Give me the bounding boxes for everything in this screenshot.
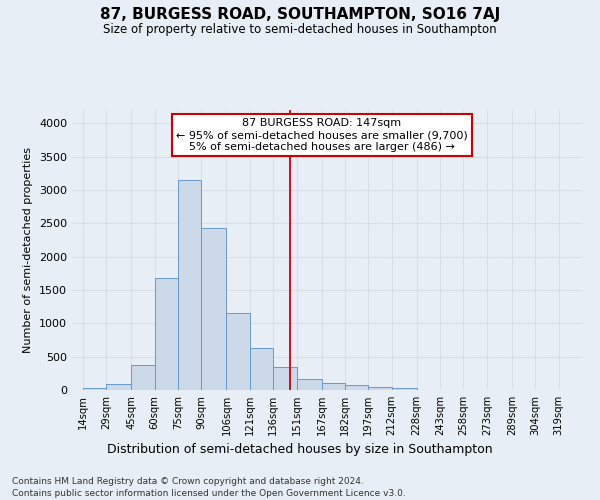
Bar <box>250 348 273 390</box>
Text: 87 BURGESS ROAD: 147sqm
← 95% of semi-detached houses are smaller (9,700)
5% of : 87 BURGESS ROAD: 147sqm ← 95% of semi-de… <box>176 118 468 152</box>
Bar <box>106 384 131 390</box>
Text: Size of property relative to semi-detached houses in Southampton: Size of property relative to semi-detach… <box>103 22 497 36</box>
Bar <box>392 388 416 390</box>
Bar <box>83 388 106 390</box>
Bar <box>178 180 202 390</box>
Bar <box>155 278 178 390</box>
Bar <box>322 382 345 390</box>
Bar <box>226 314 250 390</box>
Text: Distribution of semi-detached houses by size in Southampton: Distribution of semi-detached houses by … <box>107 442 493 456</box>
Text: Contains HM Land Registry data © Crown copyright and database right 2024.: Contains HM Land Registry data © Crown c… <box>12 478 364 486</box>
Text: 87, BURGESS ROAD, SOUTHAMPTON, SO16 7AJ: 87, BURGESS ROAD, SOUTHAMPTON, SO16 7AJ <box>100 8 500 22</box>
Bar <box>368 387 392 390</box>
Y-axis label: Number of semi-detached properties: Number of semi-detached properties <box>23 147 34 353</box>
Text: Contains public sector information licensed under the Open Government Licence v3: Contains public sector information licen… <box>12 489 406 498</box>
Bar <box>296 379 322 390</box>
Bar <box>345 386 368 390</box>
Bar <box>131 365 155 390</box>
Bar <box>273 366 296 390</box>
Bar <box>202 228 226 390</box>
